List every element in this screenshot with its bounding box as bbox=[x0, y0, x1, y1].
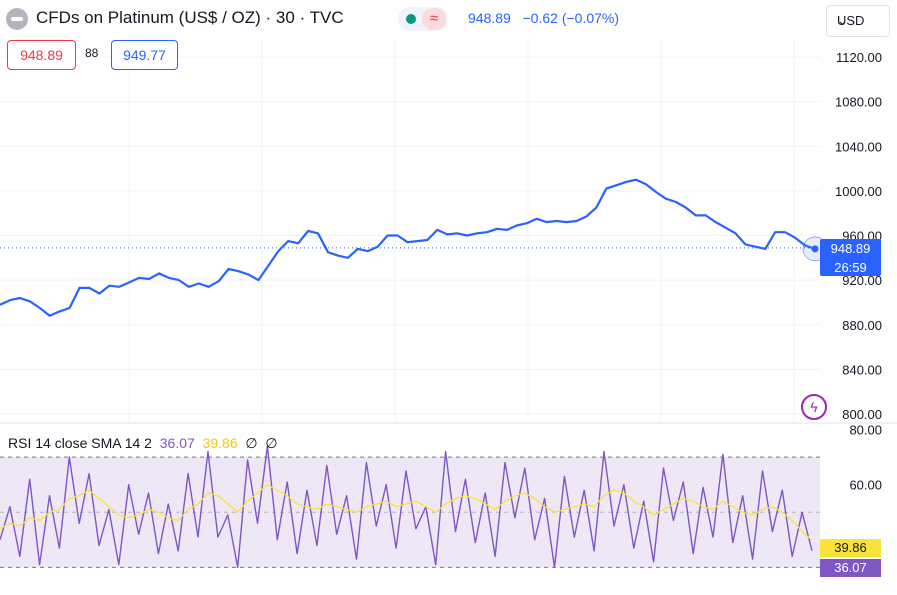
buy-button[interactable]: 949.77 bbox=[111, 40, 178, 70]
rsi-axis: 80.00 60.00 bbox=[849, 423, 882, 493]
rsi-series bbox=[0, 445, 813, 569]
lightning-icon[interactable]: ϟ bbox=[801, 394, 827, 420]
y-tick-label: 1080.00 bbox=[835, 95, 882, 110]
sma-line bbox=[0, 484, 813, 541]
y-tick-label: 1120.00 bbox=[836, 50, 882, 65]
header-price: 948.89 −0.62 (−0.07%) bbox=[468, 10, 619, 26]
y-tick-label: 1000.00 bbox=[835, 184, 882, 199]
y-tick-label: 80.00 bbox=[849, 423, 882, 438]
price-series bbox=[0, 178, 828, 317]
last-price: 948.89 bbox=[468, 10, 511, 26]
rsi-pane bbox=[0, 456, 820, 568]
last-point-dot bbox=[811, 245, 819, 253]
y-tick-label: 60.00 bbox=[849, 478, 882, 493]
legend-extra-1: ∅ bbox=[245, 435, 258, 451]
price-change-pct: (−0.07%) bbox=[561, 10, 620, 26]
price-grid bbox=[0, 40, 897, 424]
y-tick-label: 1040.00 bbox=[835, 139, 882, 154]
legend-extra-2: ∅ bbox=[265, 435, 278, 451]
price-line bbox=[0, 178, 816, 317]
chart-title[interactable]: CFDs on Platinum (US$ / OZ) · 30 · TVC bbox=[36, 8, 344, 27]
rsi-value-tag: 36.07 bbox=[820, 559, 881, 577]
currency-label: USD bbox=[837, 13, 865, 28]
symbol-logo-icon[interactable] bbox=[6, 8, 28, 30]
price-axis: 1120.001080.001040.001000.00960.00920.00… bbox=[835, 50, 882, 422]
approx-wave-icon[interactable]: ≈ bbox=[422, 8, 446, 30]
y-tick-label: 920.00 bbox=[842, 273, 882, 288]
currency-select[interactable]: USD ⌄ bbox=[826, 5, 890, 37]
rsi-legend-value: 36.07 bbox=[159, 435, 195, 451]
last-price-tag: 948.89 bbox=[820, 239, 881, 259]
rsi-legend[interactable]: RSI 14 close SMA 14 2 36.07 39.86 ∅ ∅ bbox=[8, 435, 278, 452]
market-open-dot-icon bbox=[406, 14, 416, 24]
chevron-down-icon: ⌄ bbox=[837, 13, 848, 28]
bar-countdown: 26:59 bbox=[820, 259, 881, 276]
y-tick-label: 880.00 bbox=[842, 318, 882, 333]
sma-legend-value: 39.86 bbox=[202, 435, 238, 451]
y-tick-label: 800.00 bbox=[842, 407, 882, 422]
sma-value-tag: 39.86 bbox=[820, 539, 881, 557]
sell-button[interactable]: 948.89 bbox=[7, 40, 76, 70]
y-tick-label: 840.00 bbox=[842, 362, 882, 377]
rsi-line bbox=[0, 445, 813, 569]
spread-value: 88 bbox=[85, 46, 99, 60]
rsi-legend-name: RSI 14 close SMA 14 2 bbox=[8, 435, 152, 451]
price-change: −0.62 bbox=[522, 10, 558, 26]
